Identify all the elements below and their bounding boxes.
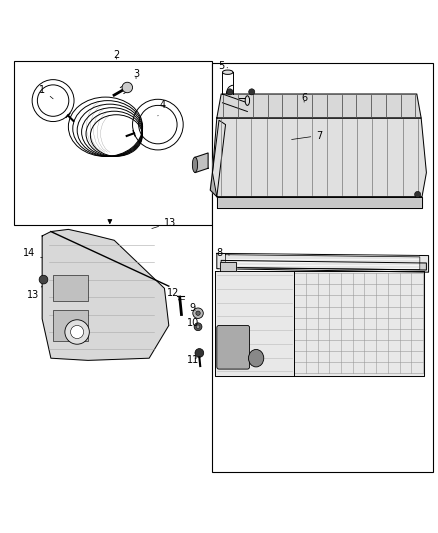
- Circle shape: [65, 320, 89, 344]
- Circle shape: [71, 326, 84, 338]
- Text: 9: 9: [190, 303, 196, 313]
- Text: 4: 4: [158, 100, 165, 116]
- Text: 7: 7: [292, 131, 322, 141]
- Ellipse shape: [223, 70, 233, 75]
- Text: 11: 11: [187, 356, 199, 365]
- Circle shape: [249, 89, 255, 95]
- Text: 10: 10: [187, 318, 199, 328]
- Circle shape: [196, 325, 200, 328]
- Polygon shape: [215, 271, 424, 376]
- Ellipse shape: [192, 157, 198, 172]
- Polygon shape: [217, 253, 428, 272]
- Circle shape: [196, 311, 200, 316]
- Text: 2: 2: [113, 50, 120, 60]
- Polygon shape: [221, 261, 426, 270]
- Ellipse shape: [248, 350, 264, 367]
- Circle shape: [193, 308, 203, 318]
- Text: 3: 3: [133, 69, 139, 79]
- Circle shape: [195, 349, 204, 357]
- Circle shape: [194, 323, 202, 330]
- Polygon shape: [212, 118, 426, 197]
- Text: 8: 8: [217, 248, 230, 259]
- FancyBboxPatch shape: [217, 326, 250, 369]
- Bar: [212, 63, 433, 472]
- Text: 13: 13: [27, 286, 42, 300]
- Circle shape: [227, 89, 233, 95]
- Circle shape: [39, 275, 48, 284]
- Text: 13: 13: [152, 218, 176, 229]
- Polygon shape: [226, 255, 420, 270]
- Polygon shape: [195, 153, 208, 173]
- Ellipse shape: [245, 96, 250, 106]
- Text: 1: 1: [39, 85, 53, 99]
- Text: 14: 14: [23, 248, 42, 259]
- Polygon shape: [217, 197, 422, 207]
- Polygon shape: [53, 310, 88, 341]
- Text: 5: 5: [218, 61, 228, 71]
- Circle shape: [415, 191, 421, 198]
- Polygon shape: [53, 275, 88, 302]
- Polygon shape: [42, 229, 169, 360]
- Text: 12: 12: [167, 288, 180, 302]
- Bar: [14, 61, 212, 225]
- Circle shape: [122, 82, 133, 93]
- Text: 6: 6: [301, 93, 307, 103]
- Polygon shape: [217, 94, 421, 118]
- Polygon shape: [210, 120, 226, 197]
- Polygon shape: [220, 262, 237, 271]
